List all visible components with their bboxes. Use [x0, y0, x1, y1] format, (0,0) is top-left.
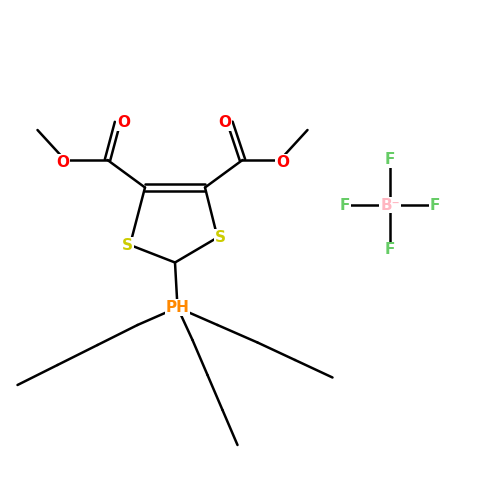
Text: F: F [385, 242, 395, 258]
Text: B⁻: B⁻ [380, 198, 400, 212]
Text: O: O [117, 115, 130, 130]
Text: S: S [122, 238, 133, 252]
Text: O: O [218, 115, 232, 130]
Text: O: O [276, 155, 289, 170]
Text: F: F [340, 198, 350, 212]
Text: F: F [430, 198, 440, 212]
Text: F: F [385, 152, 395, 168]
Text: S: S [214, 230, 226, 245]
Text: PH: PH [166, 300, 190, 315]
Text: O: O [56, 155, 69, 170]
